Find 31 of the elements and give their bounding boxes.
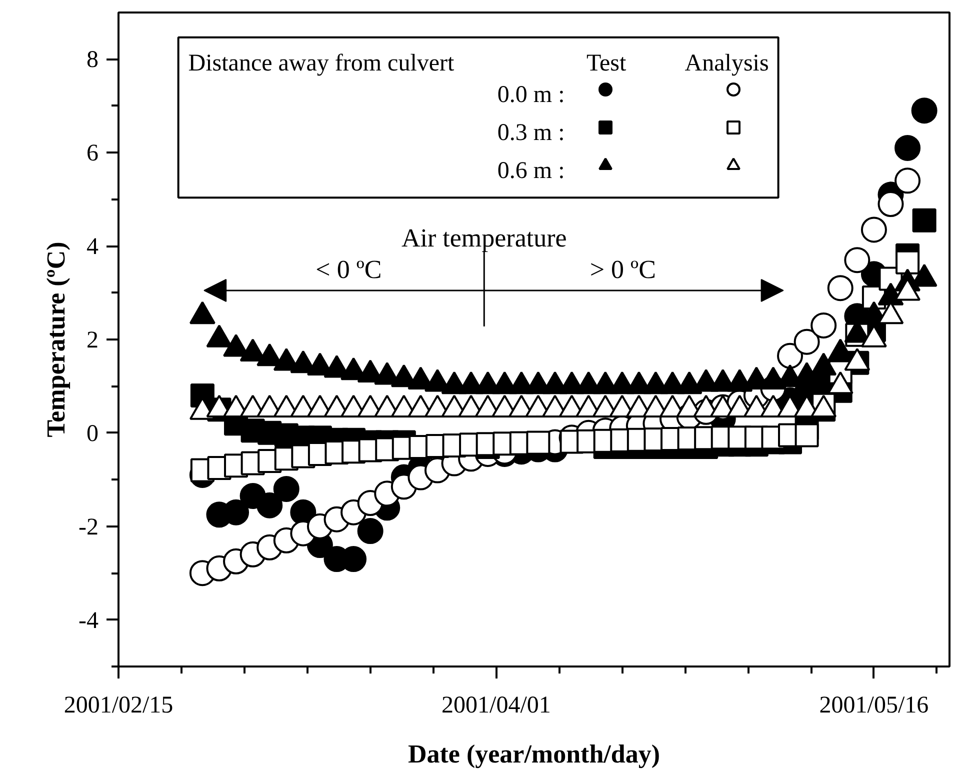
y-tick-label: -2 — [78, 514, 99, 540]
annotation: Air temperature — [401, 224, 567, 253]
x-tick-label: 2001/04/01 — [442, 692, 551, 718]
point — [911, 98, 938, 124]
x-tick-label: 2001/05/16 — [819, 692, 929, 718]
point — [878, 191, 904, 218]
legend-label: 0.3 m : — [497, 120, 565, 146]
y-tick-label: 4 — [86, 234, 98, 260]
annotation: > 0 ºC — [590, 255, 656, 284]
legend-title: Distance away from culvert — [188, 50, 455, 77]
x-axis-title: Date (year/month/day) — [408, 740, 660, 768]
annotation: < 0 ºC — [316, 255, 382, 284]
point — [526, 430, 550, 455]
annotation: Analysis — [684, 50, 769, 77]
legend-label: 0.0 m : — [497, 82, 565, 108]
y-tick-label: 0 — [86, 420, 98, 447]
point — [894, 134, 921, 161]
annotation: Test — [586, 50, 626, 77]
point — [256, 492, 283, 518]
point — [896, 250, 920, 274]
y-tick-label: 6 — [86, 140, 98, 167]
point — [794, 423, 819, 448]
y-tick-label: 8 — [86, 47, 98, 74]
y-tick-label: 2 — [86, 328, 98, 354]
point — [912, 208, 936, 232]
legend-label: 0.6 m : — [497, 158, 565, 184]
x-tick-label: 2001/02/15 — [64, 692, 174, 718]
y-axis-title: Temperature (ºC) — [42, 242, 71, 438]
point — [357, 518, 384, 544]
point — [273, 476, 300, 502]
y-tick-label: -4 — [78, 608, 99, 634]
